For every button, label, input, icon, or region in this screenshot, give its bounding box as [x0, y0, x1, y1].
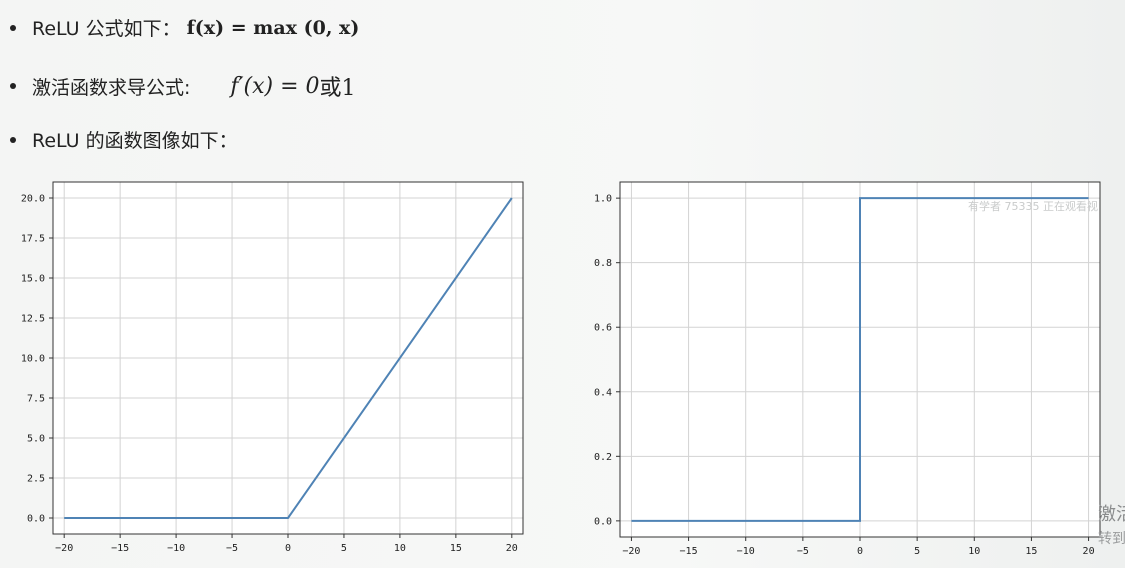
x-tick-label: 10	[968, 546, 980, 557]
x-tick-label: 15	[1025, 546, 1037, 557]
y-tick-label: 0.6	[594, 323, 612, 334]
x-tick-label: −15	[680, 546, 698, 557]
relu-derivative-chart: −20 −15 −10 −5 0 5 10 15 20 0.0 0.2 0.4 0.6 0.8 1.0	[594, 181, 1101, 557]
x-tick-label: −5	[226, 543, 238, 554]
plot-frame	[52, 181, 524, 535]
y-tick-label: 17.5	[21, 234, 45, 245]
edge-text-top: 激活	[1098, 504, 1125, 525]
y-tick-label: 12.5	[21, 314, 45, 325]
bullet-text: 激活函数求导公式:	[32, 76, 191, 99]
bullet-text: ReLU 公式如下：	[32, 18, 181, 40]
y-tick-label: 0.2	[594, 452, 612, 463]
y-tick-label: 0.0	[594, 516, 612, 527]
y-tick-label: 7.5	[27, 394, 45, 405]
x-tick-label: −20	[622, 546, 640, 557]
viewer-watermark: 有学者 75335 正在观看视	[968, 200, 1098, 213]
series-line	[64, 197, 513, 519]
bullet-dot	[10, 24, 16, 31]
x-tick-label: 0	[285, 543, 291, 554]
x-tick-label: 10	[394, 543, 406, 554]
x-tick-label: 5	[341, 543, 347, 554]
bullet-derivative-formula: 激活函数求导公式: f′(x) = 0 或1	[10, 70, 356, 102]
x-tick-label: −10	[167, 543, 185, 554]
derivative-formula-tail: 或1	[319, 76, 356, 101]
x-tick-label: −10	[737, 546, 755, 557]
y-tick-label: 0.4	[594, 387, 612, 398]
y-tick-label: 15.0	[21, 274, 45, 285]
y-tick-label: 0.8	[594, 258, 612, 269]
y-tick-label: 2.5	[27, 474, 45, 485]
x-tick-label: 15	[450, 543, 462, 554]
x-tick-label: −20	[55, 543, 73, 554]
bullet-dot	[10, 136, 16, 143]
y-tick-label: 20.0	[21, 194, 45, 205]
x-tick-label: 20	[1083, 546, 1095, 557]
bullet-dot	[10, 83, 16, 89]
edge-text-bottom: 转到	[1098, 531, 1125, 547]
x-tick-label: 0	[857, 546, 863, 557]
derivative-formula: f′(x) = 0	[230, 73, 320, 99]
relu-chart: −20 −15 −10 −5 0 5 10 15 20 0.0 2.5 5.0 7.5 10.0 12.5 1…	[21, 181, 524, 554]
x-tick-label: −5	[797, 546, 809, 557]
x-tick-label: 20	[506, 543, 518, 554]
y-tick-label: 10.0	[21, 354, 45, 365]
series-line	[631, 197, 1089, 522]
x-tick-label: −15	[111, 543, 129, 554]
y-tick-label: 1.0	[594, 194, 612, 205]
y-tick-label: 0.0	[27, 514, 45, 525]
bullet-text: ReLU 的函数图像如下：	[32, 130, 238, 152]
y-tick-label: 5.0	[27, 434, 45, 445]
bullet-relu-graph: ReLU 的函数图像如下：	[10, 126, 238, 153]
plot-frame	[619, 181, 1101, 538]
relu-formula: f(x) = max (0, x)	[186, 16, 360, 39]
x-tick-label: 5	[914, 546, 920, 557]
bullet-relu-formula: ReLU 公式如下： f(x) = max (0, x)	[10, 14, 359, 41]
